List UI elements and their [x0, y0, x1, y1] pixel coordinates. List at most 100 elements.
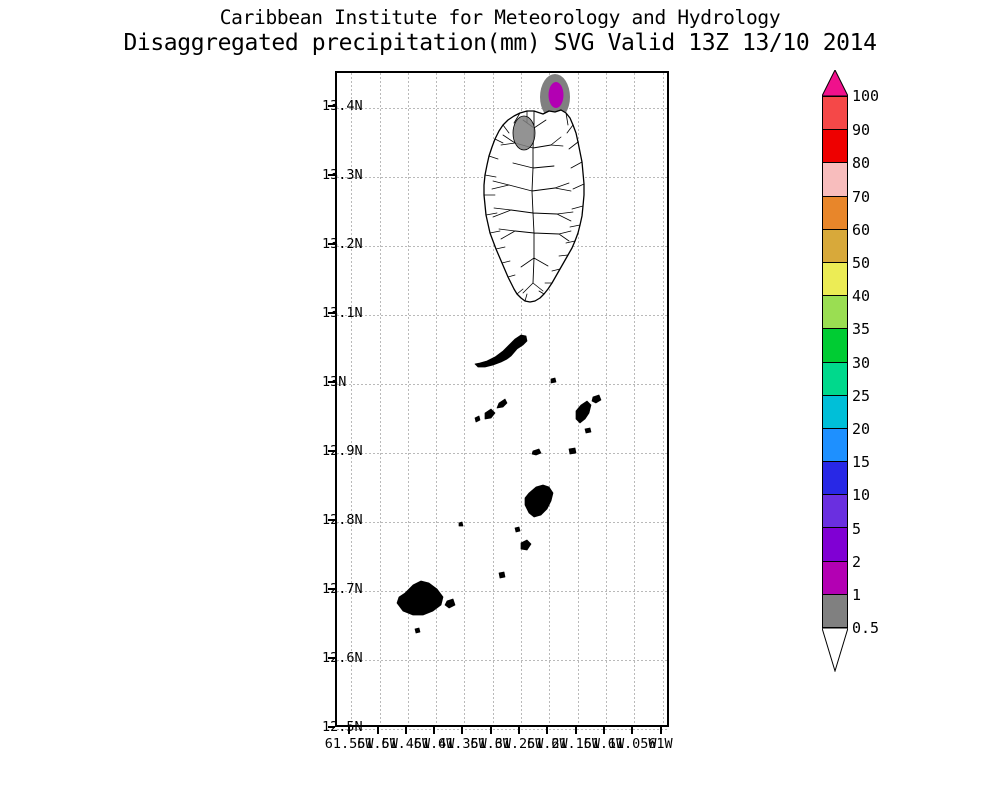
gridline-horizontal-1	[337, 659, 667, 661]
gridline-horizontal-5	[337, 383, 667, 385]
gridline-vertical-5	[492, 73, 494, 725]
colorbar-under-triangle	[822, 628, 848, 673]
island-small-a	[474, 415, 481, 423]
gridline-vertical-4	[464, 73, 466, 725]
colorbar-label-0.5: 0.5	[852, 619, 880, 638]
colorbar-label-5: 5	[852, 519, 862, 538]
gridline-vertical-1	[379, 73, 381, 725]
island-small-c	[584, 427, 592, 434]
island-petite-martinique	[444, 598, 456, 609]
x-tick-7	[546, 727, 549, 734]
island-small-b	[591, 394, 602, 404]
x-tick-0	[348, 727, 351, 734]
x-axis-label-10: 61.05W	[607, 736, 657, 752]
island-carriacou	[396, 580, 444, 616]
gridlines	[337, 73, 667, 730]
colorbar-band-10	[822, 494, 848, 529]
x-axis-label-1: 61.5W	[357, 736, 398, 752]
colorbar-over-triangle	[822, 70, 848, 97]
gridline-horizontal-0	[337, 729, 667, 730]
gridline-vertical-11	[662, 73, 664, 725]
island-canouan	[575, 400, 592, 424]
y-tick-7	[328, 587, 335, 590]
figure-supertitle: Caribbean Institute for Meteorology and …	[219, 6, 781, 29]
island-speck-a	[458, 521, 464, 527]
y-tick-4	[328, 380, 335, 383]
colorbar-label-20: 20	[852, 420, 871, 438]
x-axis-label-0: 61.55W	[324, 736, 374, 752]
island-speck-d	[514, 526, 521, 533]
x-tick-4	[461, 727, 464, 734]
colorbar-over-arrow	[822, 70, 848, 97]
precipitation-field	[337, 73, 667, 725]
island-small-e	[498, 571, 506, 579]
y-tick-1	[328, 173, 335, 176]
island-speck-c	[550, 377, 557, 384]
coastline-saint-vincent	[483, 109, 585, 303]
colorbar-band-50	[822, 261, 848, 297]
colorbar	[822, 96, 848, 628]
figure-title: Disaggregated precipitation(mm) SVG Vali…	[123, 30, 877, 56]
colorbar-label-10: 10	[852, 486, 871, 505]
y-tick-0	[328, 104, 335, 107]
gridline-horizontal-6	[337, 314, 667, 316]
colorbar-band-2	[822, 560, 848, 595]
gridline-horizontal-9	[337, 107, 667, 109]
map-vector-layer	[396, 109, 602, 634]
gridline-vertical-10	[634, 73, 636, 725]
island-mayreau	[531, 448, 542, 456]
precip-band-magenta-north	[548, 82, 564, 108]
island-union	[524, 484, 554, 518]
gridline-vertical-8	[577, 73, 579, 725]
colorbar-band-90	[822, 129, 848, 164]
colorbar-label-35: 35	[852, 320, 871, 339]
x-axis-label-4: 61.35W	[438, 736, 487, 752]
island-speck-b	[414, 627, 421, 634]
gridline-vertical-7	[549, 73, 551, 725]
colorbar-label-70: 70	[852, 187, 871, 206]
colorbar-band-60	[822, 228, 848, 263]
colorbar-band-1	[822, 593, 848, 628]
colorbar-label-60: 60	[852, 220, 871, 239]
shaded-basin-north-saint-vincent	[512, 115, 536, 151]
island-mustique	[496, 398, 508, 409]
colorbar-label-80: 80	[852, 154, 871, 173]
map-plot-area	[335, 71, 669, 730]
y-tick-5	[328, 449, 335, 452]
x-tick-1	[376, 727, 379, 734]
x-tick-2	[404, 727, 407, 734]
colorbar-band-80	[822, 162, 848, 197]
x-tick-11	[659, 727, 662, 734]
island-petit-mustique	[484, 408, 496, 420]
y-tick-9	[328, 726, 335, 728]
x-tick-8	[574, 727, 577, 734]
x-axis-label-2: 61.45W	[381, 736, 431, 752]
x-axis-label-9: 61.1W	[583, 736, 625, 752]
x-axis-label-7: 61.2W	[526, 736, 568, 752]
colorbar-band-5	[822, 527, 848, 562]
gridline-vertical-6	[521, 73, 522, 725]
gridline-vertical-9	[605, 73, 607, 725]
colorbar-band-15	[822, 461, 848, 496]
colorbar-label-90: 90	[852, 121, 871, 140]
x-axis-label-3: 61.4W	[413, 736, 455, 752]
x-tick-9	[602, 727, 605, 734]
y-tick-6	[328, 518, 335, 521]
x-tick-6	[518, 727, 520, 734]
gridline-horizontal-4	[337, 452, 667, 454]
y-tick-2	[328, 242, 335, 245]
colorbar-band-70	[822, 195, 848, 230]
colorbar-band-40	[822, 295, 848, 330]
island-palm	[520, 539, 532, 551]
grenadine-islands	[396, 334, 602, 634]
y-tick-8	[328, 656, 335, 659]
x-tick-5	[489, 727, 492, 734]
colorbar-label-2: 2	[852, 552, 862, 571]
x-tick-3	[433, 727, 436, 734]
colorbar-band-30	[822, 361, 848, 396]
island-small-d	[568, 447, 577, 455]
colorbar-label-100: 100	[852, 87, 880, 105]
colorbar-band-100	[822, 96, 848, 131]
gridline-vertical-3	[436, 73, 438, 725]
